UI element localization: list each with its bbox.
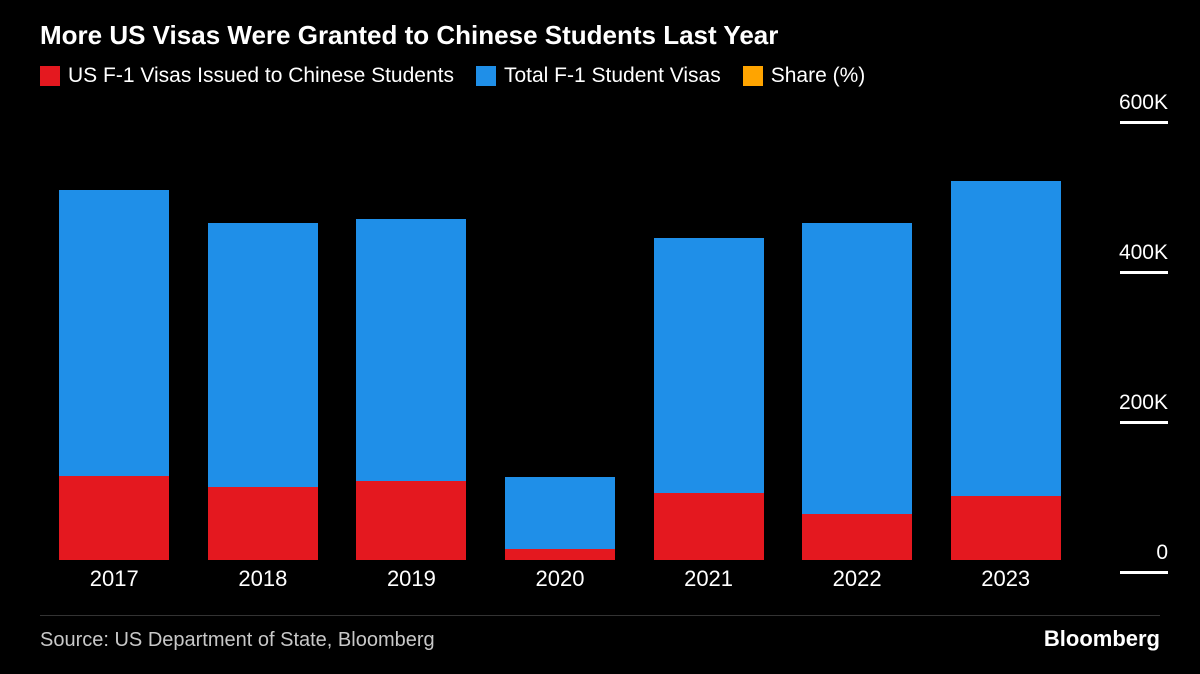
- bar-segment-total_remainder: [951, 181, 1061, 496]
- bar-segment-chinese: [59, 476, 169, 560]
- x-axis-label: 2021: [684, 566, 733, 592]
- y-tick-label: 200K: [1119, 391, 1168, 415]
- bar-segment-chinese: [208, 487, 318, 561]
- bar-segment-chinese: [802, 514, 912, 561]
- y-tick-line: [1120, 121, 1168, 124]
- legend-label: Share (%): [771, 64, 866, 88]
- y-axis: 0200K400K600K: [1108, 110, 1168, 560]
- y-tick-label: 600K: [1119, 91, 1168, 115]
- legend-swatch: [476, 66, 496, 86]
- x-axis-label: 2017: [90, 566, 139, 592]
- x-axis-label: 2019: [387, 566, 436, 592]
- bar-segment-total_remainder: [208, 223, 318, 487]
- bar-segment-chinese: [356, 481, 466, 560]
- legend-swatch: [743, 66, 763, 86]
- legend-swatch: [40, 66, 60, 86]
- bar-group: [654, 110, 764, 560]
- bar-group: [59, 110, 169, 560]
- legend-label: Total F-1 Student Visas: [504, 64, 721, 88]
- bar-group: [356, 110, 466, 560]
- footer-rule: [40, 615, 1160, 616]
- bar-group: [505, 110, 615, 560]
- x-axis-label: 2022: [833, 566, 882, 592]
- x-axis-label: 2023: [981, 566, 1030, 592]
- bar-segment-total_remainder: [505, 477, 615, 549]
- bar-group: [951, 110, 1061, 560]
- y-tick-label: 0: [1156, 541, 1168, 565]
- bar-group: [802, 110, 912, 560]
- y-tick-label: 400K: [1119, 241, 1168, 265]
- y-tick: 200K: [1108, 391, 1168, 424]
- legend-item: Total F-1 Student Visas: [476, 64, 721, 88]
- legend-label: US F-1 Visas Issued to Chinese Students: [68, 64, 454, 88]
- y-tick-line: [1120, 421, 1168, 424]
- y-tick: 400K: [1108, 241, 1168, 274]
- bar-segment-chinese: [654, 493, 764, 561]
- bar-segment-total_remainder: [59, 190, 169, 477]
- x-axis-labels: 2017 2018 2019 2020 2021 2022 2023: [40, 566, 1080, 596]
- x-axis-label: 2018: [238, 566, 287, 592]
- bar-segment-total_remainder: [356, 219, 466, 482]
- bar-group: [208, 110, 318, 560]
- bar-segment-chinese: [505, 549, 615, 560]
- y-tick: 600K: [1108, 91, 1168, 124]
- chart-container: More US Visas Were Granted to Chinese St…: [0, 0, 1200, 674]
- bar-segment-total_remainder: [802, 223, 912, 514]
- source-text: Source: US Department of State, Bloomber…: [40, 629, 435, 652]
- plot-area: [40, 110, 1080, 560]
- brand-text: Bloomberg: [1044, 626, 1160, 652]
- y-tick-line: [1120, 271, 1168, 274]
- footer: Source: US Department of State, Bloomber…: [40, 626, 1160, 652]
- bar-segment-chinese: [951, 496, 1061, 561]
- bar-segment-total_remainder: [654, 238, 764, 493]
- x-axis-label: 2020: [536, 566, 585, 592]
- bars-area: [40, 110, 1080, 560]
- legend-item: US F-1 Visas Issued to Chinese Students: [40, 64, 454, 88]
- y-tick: 0: [1108, 541, 1168, 574]
- legend-item: Share (%): [743, 64, 866, 88]
- legend: US F-1 Visas Issued to Chinese Students T…: [40, 64, 865, 88]
- chart-title: More US Visas Were Granted to Chinese St…: [40, 20, 778, 51]
- y-tick-line: [1120, 571, 1168, 574]
